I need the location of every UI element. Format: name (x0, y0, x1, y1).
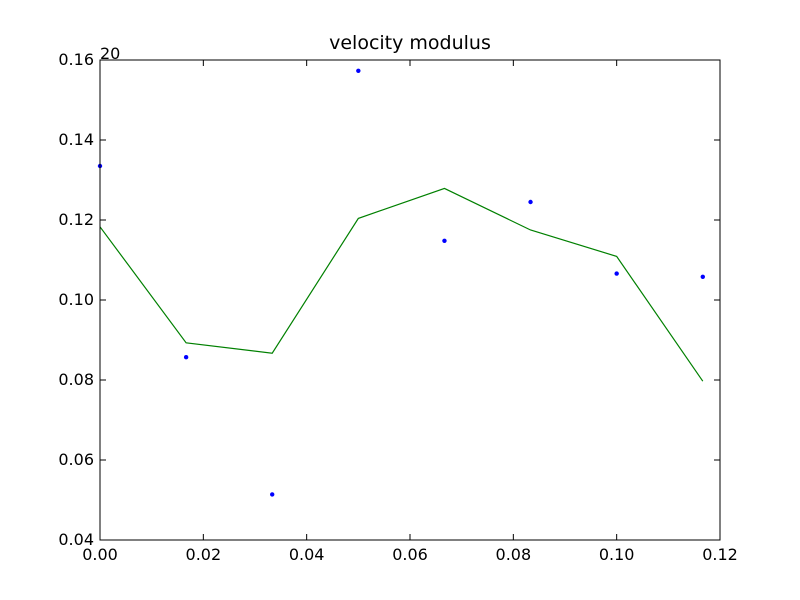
series-0-point-6 (614, 271, 619, 276)
x-tick-label: 0.08 (496, 545, 532, 564)
plot-area (97, 68, 705, 497)
x-tick-label: 0.02 (186, 545, 222, 564)
series-0-point-7 (700, 274, 705, 279)
axes-frame (99, 59, 721, 541)
y-tick-label: 0.16 (58, 50, 94, 69)
series-0-point-3 (356, 68, 361, 74)
series-0-point-4 (442, 238, 447, 243)
series-0-point-2 (270, 492, 275, 497)
corner-label: 20 (100, 44, 120, 63)
x-tick-label: 0.00 (82, 545, 118, 564)
y-tick-label: 0.12 (58, 210, 94, 229)
x-tick-label: 0.12 (702, 545, 738, 564)
x-tick-label: 0.10 (599, 545, 635, 564)
y-tick-label: 0.10 (58, 290, 94, 309)
x-tick-label: 0.06 (392, 545, 428, 564)
x-tick-label: 0.04 (289, 545, 325, 564)
axis-ticks: 0.00 0.02 0.04 0.06 0.08 0.10 0.12 0.04 0.06 0.08… (58, 50, 737, 564)
y-tick-label: 0.04 (58, 530, 94, 549)
y-tick-label: 0.14 (58, 130, 94, 149)
series-1-line (99, 187, 704, 382)
chart-title: velocity modulus (329, 32, 491, 54)
series-0-point-5 (528, 199, 533, 205)
y-tick-label: 0.06 (58, 450, 94, 469)
series-0-point-1 (183, 355, 189, 360)
y-tick-label: 0.08 (58, 370, 94, 389)
